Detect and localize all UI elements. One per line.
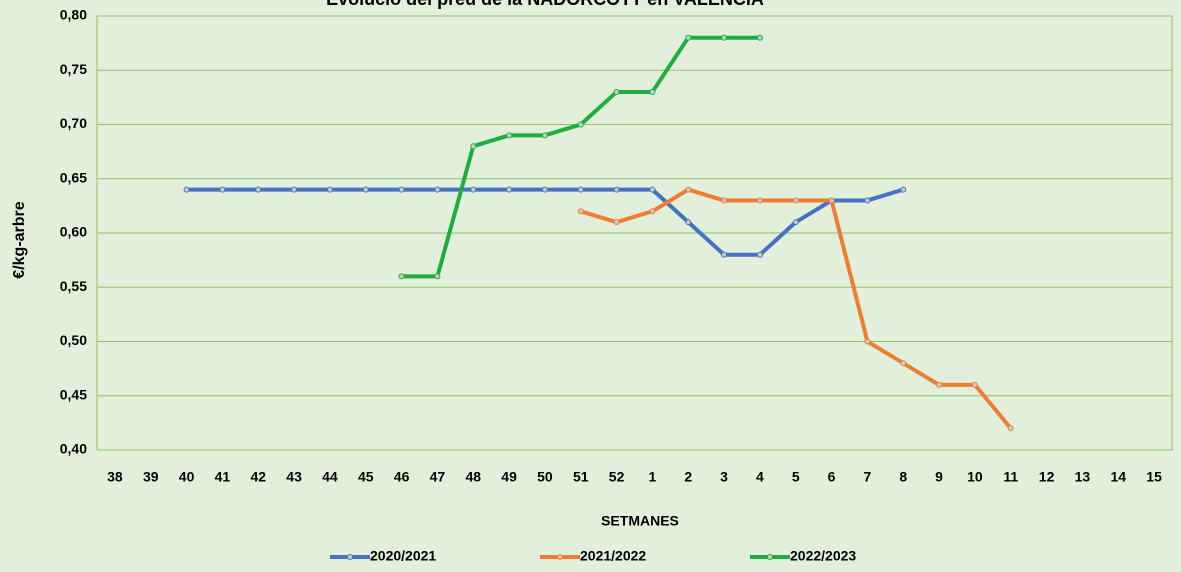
point [685, 186, 692, 193]
point [721, 197, 728, 204]
x-tick-label: 8 [899, 469, 907, 485]
legend-marker [767, 554, 773, 560]
point [434, 186, 441, 193]
x-tick-label: 3 [720, 469, 728, 485]
point [936, 381, 943, 388]
point [756, 251, 763, 258]
y-tick-label: 0,70 [60, 115, 87, 131]
x-tick-label: 7 [864, 469, 872, 485]
x-tick-label: 15 [1146, 469, 1162, 485]
x-tick-label: 1 [649, 469, 657, 485]
point [685, 219, 692, 226]
legend-label: 2021/2022 [580, 548, 646, 564]
x-tick-label: 38 [107, 469, 123, 485]
point [900, 186, 907, 193]
x-tick-label: 51 [573, 469, 589, 485]
y-tick-label: 0,40 [60, 441, 87, 457]
y-tick-label: 0,80 [60, 7, 87, 23]
x-axis-label: SETMANES [601, 513, 679, 529]
x-tick-label: 10 [967, 469, 983, 485]
point [900, 360, 907, 367]
point [506, 186, 513, 193]
point [541, 132, 548, 139]
legend-marker [347, 554, 353, 560]
point [541, 186, 548, 193]
point [721, 251, 728, 258]
legend-label: 2022/2023 [790, 548, 856, 564]
point [685, 34, 692, 41]
point [756, 34, 763, 41]
y-tick-label: 0,50 [60, 332, 87, 348]
point [470, 186, 477, 193]
point [649, 186, 656, 193]
point [434, 273, 441, 280]
legend-marker [557, 554, 563, 560]
point [613, 88, 620, 95]
point [291, 186, 298, 193]
point [792, 219, 799, 226]
point [649, 208, 656, 215]
x-tick-label: 2 [684, 469, 692, 485]
y-tick-label: 0,75 [60, 61, 87, 77]
point [398, 273, 405, 280]
point [577, 208, 584, 215]
x-tick-label: 9 [935, 469, 943, 485]
point [1007, 425, 1014, 432]
x-tick-label: 41 [215, 469, 231, 485]
point [577, 186, 584, 193]
point [362, 186, 369, 193]
x-tick-label: 52 [609, 469, 625, 485]
x-tick-label: 45 [358, 469, 374, 485]
point [792, 197, 799, 204]
y-tick-label: 0,45 [60, 386, 87, 402]
point [613, 219, 620, 226]
point [864, 197, 871, 204]
x-tick-label: 13 [1075, 469, 1091, 485]
y-tick-label: 0,60 [60, 224, 87, 240]
x-tick-label: 40 [179, 469, 195, 485]
y-tick-label: 0,65 [60, 169, 87, 185]
x-tick-label: 11 [1003, 469, 1018, 485]
point [828, 197, 835, 204]
x-tick-label: 6 [828, 469, 836, 485]
point [255, 186, 262, 193]
x-tick-label: 39 [143, 469, 159, 485]
x-tick-label: 48 [465, 469, 481, 485]
x-tick-label: 5 [792, 469, 800, 485]
point [326, 186, 333, 193]
point [649, 88, 656, 95]
point [613, 186, 620, 193]
x-tick-label: 42 [250, 469, 266, 485]
point [577, 121, 584, 128]
x-tick-label: 47 [430, 469, 446, 485]
y-axis-label: €/kg-arbre [11, 201, 28, 278]
x-tick-label: 14 [1110, 469, 1126, 485]
x-tick-label: 46 [394, 469, 410, 485]
x-tick-label: 12 [1039, 469, 1055, 485]
point [183, 186, 190, 193]
plot-border [96, 15, 1173, 451]
x-tick-label: 4 [756, 469, 764, 485]
point [398, 186, 405, 193]
point [756, 197, 763, 204]
chart-title: Evolució del preu de la NADORCOTT en VAL… [326, 0, 764, 9]
x-tick-label: 43 [286, 469, 302, 485]
x-tick-label: 49 [501, 469, 517, 485]
point [971, 381, 978, 388]
x-tick-label: 50 [537, 469, 553, 485]
point [219, 186, 226, 193]
y-tick-label: 0,55 [60, 278, 87, 294]
point [721, 34, 728, 41]
x-tick-label: 44 [322, 469, 338, 485]
point [506, 132, 513, 139]
point [864, 338, 871, 345]
legend-label: 2020/2021 [370, 548, 436, 564]
point [470, 143, 477, 150]
